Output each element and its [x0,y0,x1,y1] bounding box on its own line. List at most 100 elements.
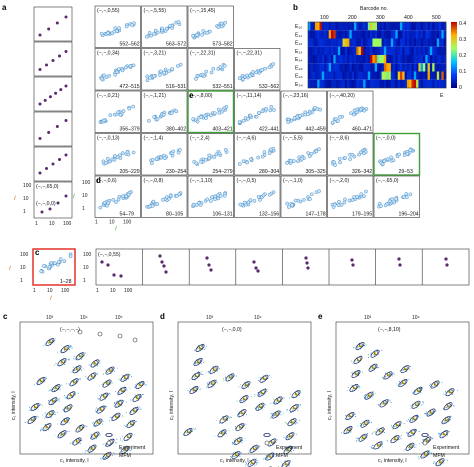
heatmap-cell [344,38,348,47]
data-point [176,20,181,24]
density-point [239,384,241,386]
density-point [44,343,46,345]
density-point [245,462,247,464]
density-point [411,446,413,448]
mfm-marker [33,403,39,409]
e-top-tick-1: 10³ [364,315,372,321]
row-dot [254,266,258,270]
experiment-contour [111,412,121,421]
cell-label: (−,−,15,45) [190,8,216,14]
density-point [287,410,289,412]
cell-label: (−,−,0,6) [97,178,117,184]
density-point [240,454,242,456]
density-point [136,420,138,422]
density-point [60,436,62,438]
heatmap-cell [400,55,403,64]
heatmap-cell [441,79,444,88]
mfm-marker [132,407,138,412]
cell-range: 356–379 [120,127,140,133]
stack-dot [51,162,55,166]
heatmap-cell [379,30,382,39]
axis-frame [33,181,73,219]
density-point [390,426,392,428]
density-point [57,351,59,353]
data-point [389,155,393,160]
heatmap-cell [425,71,428,80]
heatmap-cell [443,71,447,80]
dot-row-y-tick: 1 [83,278,86,284]
density-point [64,364,66,366]
panel-b-heatmap: Barcode no. 100 200 300 400 500 E₁₀E₁₁E₁… [295,6,466,99]
density-point [96,407,98,409]
density-point [56,411,58,413]
heatmap-cell [379,63,382,72]
data-point [200,32,204,37]
density-point [232,452,234,454]
density-point [119,452,121,454]
heatmap-cell [427,38,431,47]
density-point [113,371,115,373]
heatmap-cell [324,22,327,31]
heatmap-cell [413,63,417,72]
heatmap-cell [423,63,426,72]
density-point [349,427,351,429]
density-point [83,368,85,370]
data-point [116,197,121,202]
density-point [443,420,445,422]
density-point [374,430,376,432]
density-point [216,370,218,372]
heatmap-cell [319,55,323,64]
e-legend-mfm: MFM [433,453,445,459]
heatmap-cell [312,30,316,39]
left-stack-plot [33,6,73,42]
data-point [125,150,130,154]
experiment-contour [42,423,52,432]
cell-frame [280,175,327,218]
density-point [254,395,256,397]
density-point [68,358,70,360]
mfm-marker [129,420,135,425]
data-point [222,193,227,198]
density-point [258,393,260,395]
heatmap-cell [390,71,394,80]
heatmap-cell [340,30,343,39]
density-point [444,391,446,393]
data-point [216,196,221,201]
e-cell-label: (−,−,8,10) [378,327,401,333]
density-point [420,391,422,393]
experiment-contour [102,379,112,388]
heatmap-cell [400,30,403,39]
heatmap-cell [351,30,355,39]
density-point [187,390,189,392]
heatmap-cell [308,79,311,88]
heatmap-cell [397,63,401,72]
density-point [44,412,46,414]
density-point [189,379,191,381]
density-point [66,419,68,421]
density-point [235,440,237,442]
density-point [349,432,351,434]
data-point [121,109,126,113]
data-point [394,197,398,201]
density-point [100,458,102,460]
heatmap-cell [328,63,332,72]
heatmap-cell [312,63,316,72]
data-point [200,72,205,77]
experiment-contour [435,458,445,467]
density-point [78,367,80,369]
density-point [122,451,124,453]
density-point [285,460,287,462]
density-point [427,414,429,416]
experiment-contour [48,397,58,406]
density-point [400,383,402,385]
heatmap-cell [404,71,408,80]
heatmap-cell [340,22,343,31]
heatmap-cell [365,79,369,88]
density-point [68,359,70,361]
heatmap-cell [418,79,421,88]
density-point [437,385,439,387]
data-point [379,204,383,208]
mfm-marker [238,424,244,429]
heatmap-cell [324,38,327,47]
density-point [239,439,241,441]
